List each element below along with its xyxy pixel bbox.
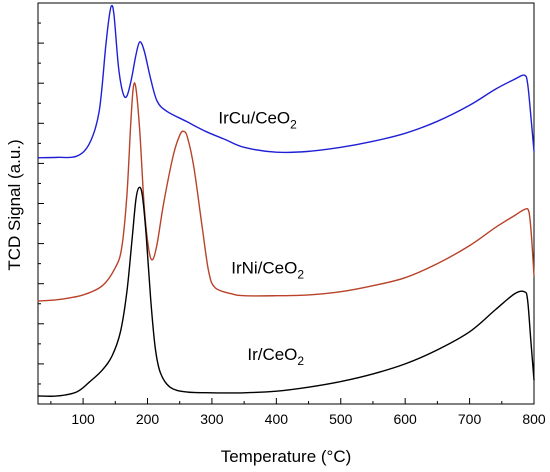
series-label-main: Ir/CeO (247, 345, 297, 364)
series-label-subscript: 2 (297, 354, 304, 368)
x-axis-tick-labels: 100 200 300 400 500 600 700 800 (71, 411, 545, 427)
series-label-2: Ir/CeO2 (247, 345, 304, 368)
x-tick-label-800: 800 (522, 411, 546, 427)
y-axis-label: TCD Signal (a.u.) (5, 139, 24, 270)
x-tick-label-200: 200 (136, 411, 160, 427)
series-label-1: IrNi/CeO2 (231, 259, 304, 282)
x-tick-label-100: 100 (71, 411, 95, 427)
x-axis-label: Temperature (°C) (221, 447, 352, 466)
series-line-2 (37, 186, 535, 397)
y-axis-ticks (38, 2, 44, 405)
series-label-main: IrCu/CeO (218, 108, 290, 127)
x-axis-ticks (50, 398, 535, 404)
x-tick-label-700: 700 (458, 411, 482, 427)
x-tick-label-500: 500 (329, 411, 353, 427)
series-label-0: IrCu/CeO2 (218, 108, 297, 131)
x-tick-label-600: 600 (393, 411, 417, 427)
series-label-subscript: 2 (297, 268, 304, 282)
series-lines (37, 4, 535, 397)
plot-frame (37, 2, 535, 405)
x-tick-label-400: 400 (265, 411, 289, 427)
series-label-subscript: 2 (290, 117, 297, 131)
series-line-0 (37, 4, 535, 159)
x-tick-label-300: 300 (200, 411, 224, 427)
series-line-1 (37, 81, 535, 302)
series-label-main: IrNi/CeO (231, 259, 297, 278)
